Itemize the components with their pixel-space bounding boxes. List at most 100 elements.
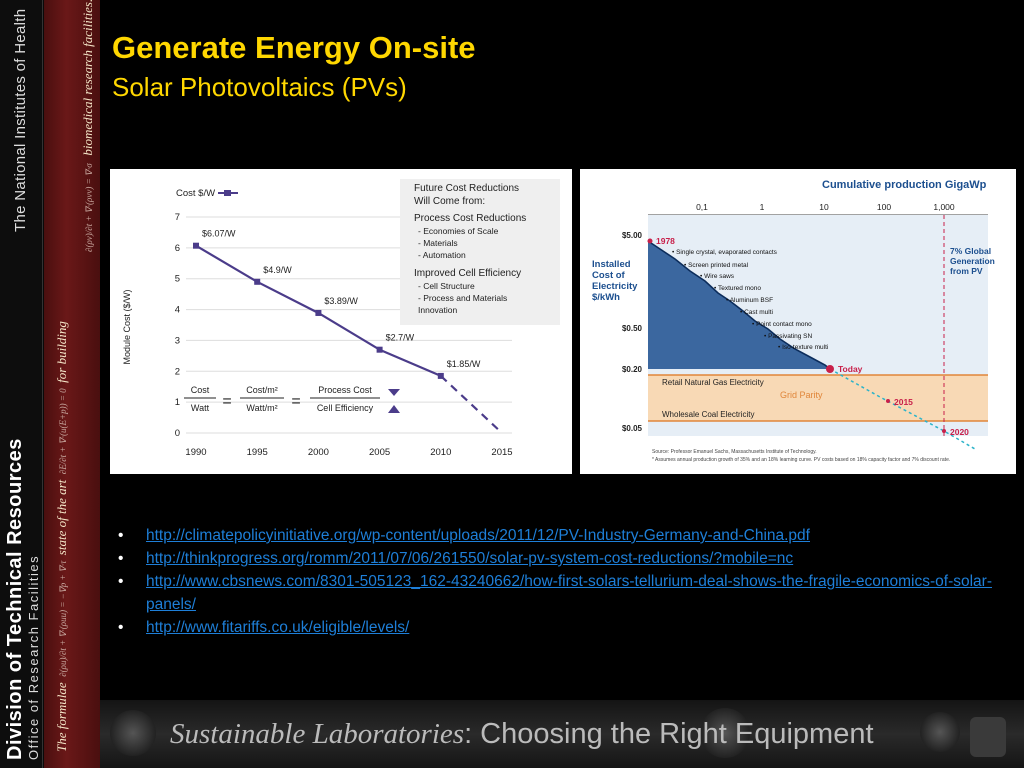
notes-cell-item-3: Innovation	[418, 305, 457, 315]
data-label: $6.07/W	[202, 229, 236, 239]
annotation-label: • Wire saws	[700, 273, 735, 280]
source-note: Source: Professor Emanuel Sachs, Massach…	[652, 449, 817, 455]
data-label: $4.9/W	[263, 265, 292, 275]
notes-box	[400, 179, 560, 325]
learning-curve-area	[648, 241, 830, 369]
top-axis-labels: 0,1 1 10 100 1,000	[696, 202, 955, 212]
point-today	[826, 365, 834, 373]
y-axis-label: Module Cost ($/W)	[122, 289, 132, 364]
data-point	[254, 278, 261, 285]
data-point	[437, 372, 444, 379]
y-tick-labels: $5.00 $0.50 $0.20 $0.05	[622, 231, 643, 433]
bullet: •	[118, 550, 124, 567]
notes-heading: Future Cost Reductions	[414, 183, 519, 194]
y-axis-label: Installed Cost of Electricity $/kWh	[592, 259, 638, 303]
link-thinkprogress[interactable]: http://thinkprogress.org/romm/2011/07/06…	[146, 550, 794, 567]
formula-den-3: Cell Efficiency	[317, 403, 374, 413]
point-2015	[886, 399, 890, 403]
y-tick-label: 4	[175, 305, 180, 316]
data-label: $2.7/W	[386, 333, 415, 343]
list-item: • http://climatepolicyinitiative.org/wp-c…	[118, 524, 1008, 547]
sidebar: The National Institutes of Health Divisi…	[0, 0, 100, 768]
annotation-label: • Iso-texture multi	[778, 344, 828, 351]
reference-links: • http://climatepolicyinitiative.org/wp-c…	[118, 524, 1008, 639]
notes-cell-item-2: - Process and Materials	[418, 293, 507, 303]
band-middle-label: Grid Parity	[780, 390, 823, 400]
list-item: • http://www.fitariffs.co.uk/eligible/lev…	[118, 616, 1008, 639]
link-fitariffs[interactable]: http://www.fitariffs.co.uk/eligible/leve…	[146, 619, 410, 636]
down-arrow-icon	[388, 389, 400, 396]
formula-equals-2: =	[291, 393, 300, 410]
x-tick-label: 1995	[247, 447, 268, 458]
top-axis-label: 1,000	[933, 202, 955, 212]
formula-decoration: ∂(ρu)/∂t + ∇·(ρuu) = −∇p + ∇·τ	[58, 558, 68, 680]
formula-num-1: Cost	[191, 385, 210, 395]
annotation-label: • Textured mono	[714, 285, 761, 292]
y-tick-label: 0	[175, 428, 180, 439]
x-tick-labels: 1990 1995 2000 2005 2010 2015	[185, 447, 512, 458]
learning-curve-line	[647, 240, 831, 370]
equipment-decoration-3	[920, 712, 960, 752]
formula-decoration-3: ∂(ρv)/∂t + ∇·(ρvv) = ∇·σ	[84, 158, 94, 252]
list-item: • http://thinkprogress.org/romm/2011/07/0…	[118, 547, 1008, 570]
list-item: • http://www.cbsnews.com/8301-505123_162-…	[118, 570, 1008, 616]
notes-process: Process Cost Reductions	[414, 213, 526, 224]
y-tick-label: 7	[175, 212, 180, 223]
top-axis-label: 100	[877, 202, 891, 212]
data-point	[376, 346, 383, 353]
grid-parity-band	[648, 375, 988, 421]
top-axis-label: 10	[819, 202, 829, 212]
bullet: •	[118, 527, 124, 544]
formulae-phrase-2: state of the art	[54, 479, 69, 556]
top-axis-label: 0,1	[696, 202, 708, 212]
projection-line	[440, 375, 503, 434]
nih-label: The National Institutes of Health	[12, 8, 29, 232]
annotation-label: • Screen printed metal	[684, 262, 749, 269]
equipment-decoration	[110, 710, 156, 756]
series-cost: $6.07/W $4.9/W $3.89/W $2.7/W $1.85/W	[193, 229, 503, 434]
annotation-label: • Passivating SN	[764, 333, 812, 340]
biomedical-label: ∂(ρv)/∂t + ∇·(ρvv) = ∇·σ biomedical rese…	[80, 0, 96, 252]
notes-cell: Improved Cell Efficiency	[414, 268, 521, 279]
band-top-label: Retail Natural Gas Electricity	[662, 378, 764, 387]
y-tick-label: 2	[175, 366, 180, 377]
y-tick-label: 1	[175, 397, 180, 408]
footer-banner: Sustainable Laboratories: Choosing the R…	[100, 700, 1024, 768]
notes-process-item-2: - Materials	[418, 238, 458, 248]
formula-den-2: Watt/m²	[246, 403, 277, 413]
y-tick-label: $0.20	[622, 365, 643, 374]
y-tick-label: 5	[175, 274, 180, 285]
notes-process-item-1: - Economies of Scale	[418, 226, 499, 236]
formulae-phrase-3: for building	[54, 321, 69, 383]
y-tick-label: $5.00	[622, 231, 643, 240]
chart-title: Cumulative production GigaWp	[822, 179, 987, 191]
module-cost-svg: 0 1 2 3 4 5 6 7 1990 1995 2000 2005 2010 2015 Module…	[122, 179, 560, 458]
label-2020: 2020	[950, 427, 969, 437]
link-cbsnews[interactable]: http://www.cbsnews.com/8301-505123_162-4…	[146, 573, 992, 613]
notes-heading2: Will Come from:	[414, 196, 485, 207]
footer-rest: : Choosing the Right Equipment	[464, 718, 874, 750]
label-2015: 2015	[894, 397, 913, 407]
y-tick-labels: 0 1 2 3 4 5 6 7	[175, 212, 180, 439]
equipment-decoration-2	[700, 708, 750, 758]
bullet: •	[118, 573, 124, 590]
cost-reduction-notes: Future Cost Reductions Will Come from: P…	[400, 179, 560, 325]
office-label: Office of Research Facilities	[26, 554, 41, 760]
link-climatepolicy[interactable]: http://climatepolicyinitiative.org/wp-co…	[146, 527, 810, 544]
annotation-label: • Single crystal, evaporated contacts	[672, 249, 778, 256]
slide-title: Generate Energy On-site	[112, 30, 476, 65]
formula-num-2: Cost/m²	[246, 385, 278, 395]
bullet: •	[118, 619, 124, 636]
formula-equals-1: =	[222, 393, 231, 410]
cumulative-production-chart: Cumulative production GigaWp 0,1 1 10 100 1,…	[580, 169, 1016, 474]
y-tick-label: 6	[175, 243, 180, 254]
annotation-label: • Point contact mono	[752, 321, 812, 328]
annotation-label: • Aluminum BSF	[726, 297, 773, 304]
band-bottom-label: Wholesale Coal Electricity	[662, 410, 754, 419]
x-tick-label: 2015	[491, 447, 512, 458]
legend-swatch-marker	[224, 190, 231, 196]
data-label: $1.85/W	[447, 359, 481, 369]
cumulative-production-svg: Cumulative production GigaWp 0,1 1 10 100 1,…	[592, 179, 995, 463]
label-1978: 1978	[656, 236, 675, 246]
y-tick-label: $0.05	[622, 424, 643, 433]
